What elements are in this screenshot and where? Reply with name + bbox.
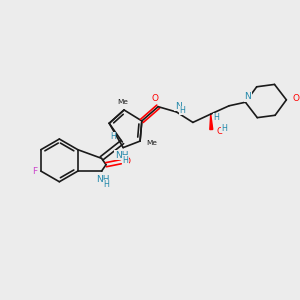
Text: O: O [293,94,300,103]
Text: H: H [214,113,220,122]
Text: NH: NH [96,175,110,184]
Text: H: H [222,124,228,133]
Text: N: N [244,92,251,101]
Text: NH: NH [115,151,128,160]
Text: O: O [124,157,131,166]
Text: Me: Me [117,99,128,105]
Text: F: F [32,167,37,176]
Text: H: H [103,180,109,189]
Text: O: O [151,94,158,103]
Text: H: H [179,106,185,115]
Text: N: N [175,102,182,111]
Polygon shape [210,114,213,130]
Text: H: H [123,156,128,165]
Text: Me: Me [146,140,157,146]
Text: O: O [216,128,223,136]
Text: H: H [110,132,116,141]
